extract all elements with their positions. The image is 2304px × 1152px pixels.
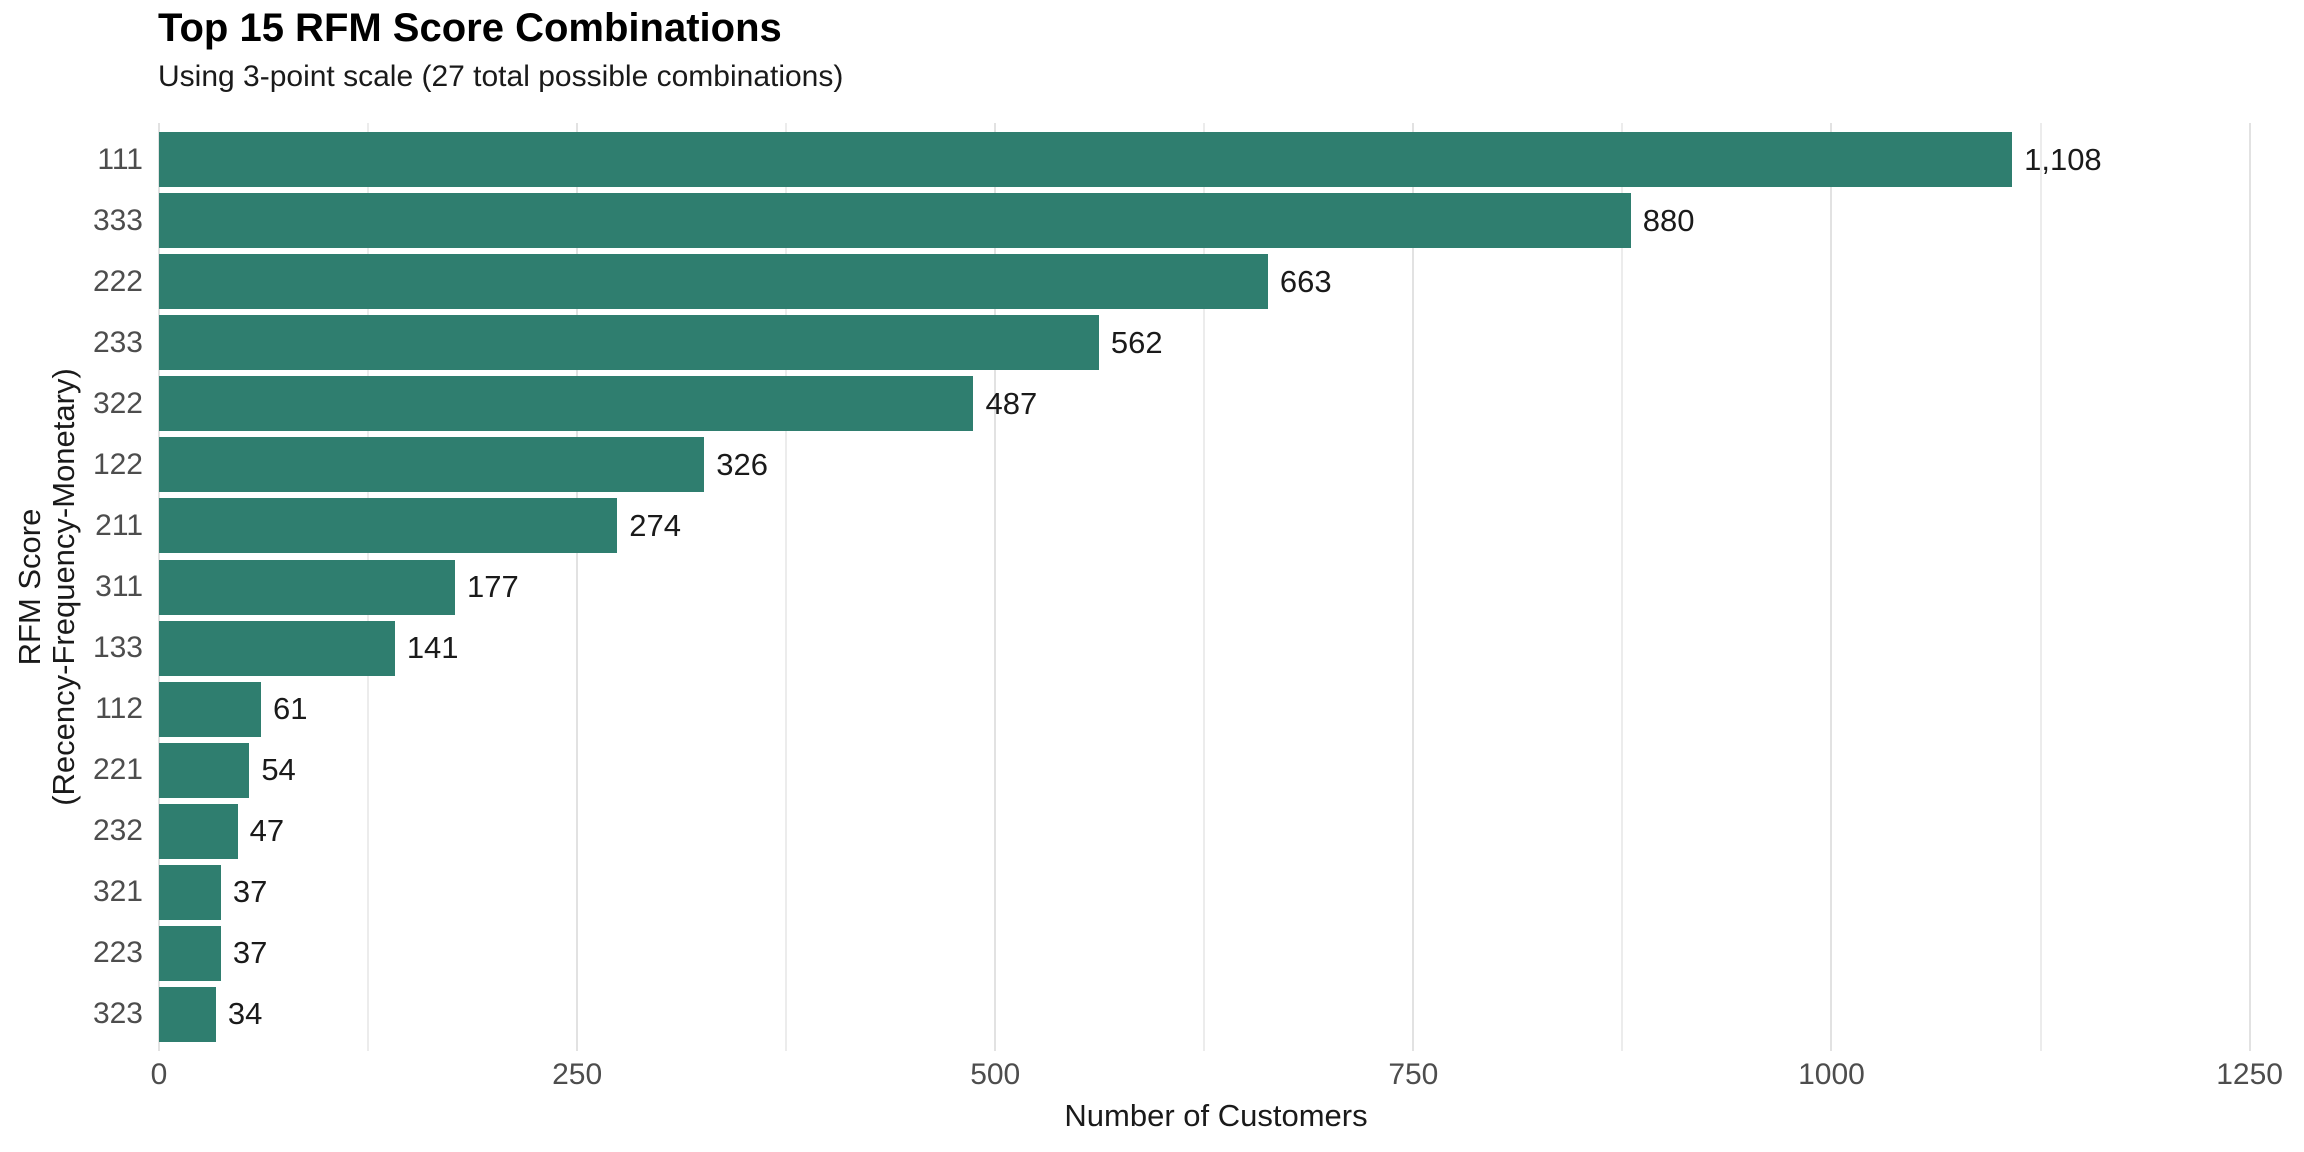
gridline-minor — [1621, 123, 1624, 1051]
bar-value-label: 47 — [249, 813, 285, 849]
bar-323 — [159, 986, 216, 1042]
bar-233 — [159, 315, 1099, 371]
bar-232 — [159, 803, 238, 859]
gridline-minor — [1203, 123, 1206, 1051]
bar-value-label: 326 — [716, 446, 768, 482]
gridline-major — [1830, 123, 1833, 1051]
x-tick-label-0: 0 — [150, 1058, 168, 1091]
y-category-label-122: 122 — [92, 447, 143, 481]
bar-221 — [159, 742, 250, 798]
y-category-label-333: 333 — [92, 203, 143, 237]
gridline-major — [1412, 123, 1415, 1051]
bar-122 — [159, 437, 705, 493]
x-tick-label-1250: 1250 — [2216, 1058, 2283, 1091]
bar-223 — [159, 925, 221, 981]
y-category-label-112: 112 — [95, 692, 143, 726]
x-axis-title: Number of Customers — [1064, 1098, 1368, 1133]
x-tick-label-250: 250 — [552, 1058, 603, 1091]
x-tick-label-1000: 1000 — [1798, 1058, 1865, 1091]
bar-value-label: 1,108 — [2024, 141, 2102, 177]
bar-322 — [159, 376, 974, 432]
y-category-label-133: 133 — [92, 631, 143, 665]
bar-111 — [159, 132, 2013, 188]
bar-value-label: 37 — [232, 935, 268, 971]
bar-333 — [159, 193, 1631, 249]
y-category-label-311: 311 — [95, 570, 143, 603]
bar-value-label: 61 — [273, 691, 308, 727]
y-category-label-221: 221 — [92, 753, 143, 787]
gridline-major — [576, 123, 579, 1051]
y-category-label-322: 322 — [92, 386, 143, 420]
bar-211 — [159, 498, 618, 554]
bar-133 — [159, 620, 395, 676]
y-axis-title-line2: (Recency-Frequency-Monetary) — [46, 368, 81, 806]
plot-panel: 1,108 880 663 562 487 326 274 177 141 61 54 47 37 37 3… — [158, 123, 2273, 1051]
bar-value-label: 141 — [406, 630, 459, 666]
bar-321 — [159, 864, 221, 920]
y-category-label-233: 233 — [92, 325, 143, 359]
bar-value-label: 37 — [232, 874, 268, 910]
gridline-major — [994, 123, 997, 1051]
y-category-label-222: 222 — [92, 264, 143, 298]
y-category-label-323: 323 — [92, 997, 143, 1031]
chart-title: Top 15 RFM Score Combinations — [158, 6, 782, 50]
y-category-label-321: 321 — [92, 875, 143, 909]
bar-value-label: 880 — [1642, 202, 1695, 238]
y-category-label-111: 111 — [97, 142, 143, 176]
x-tick-label-750: 750 — [1388, 1058, 1439, 1091]
y-category-label-232: 232 — [92, 814, 143, 848]
chart-subtitle: Using 3-point scale (27 total possible c… — [158, 60, 844, 93]
bar-value-label: 54 — [261, 752, 296, 788]
x-tick-label-500: 500 — [970, 1058, 1021, 1091]
bar-222 — [159, 254, 1268, 310]
bar-value-label: 562 — [1110, 324, 1163, 360]
bar-112 — [159, 681, 262, 737]
gridline-major — [2248, 123, 2251, 1051]
bar-value-label: 274 — [629, 507, 681, 543]
y-category-label-211: 211 — [95, 508, 143, 542]
bar-value-label: 177 — [467, 569, 519, 604]
y-category-label-223: 223 — [92, 936, 143, 970]
gridline-minor — [2039, 123, 2042, 1051]
bar-value-label: 663 — [1279, 263, 1332, 299]
y-axis-title-line1: RFM Score — [12, 508, 47, 666]
gridline-minor — [785, 123, 788, 1051]
y-axis-title: RFM Score (Recency-Frequency-Monetary) — [12, 368, 81, 806]
bar-value-label: 487 — [985, 385, 1038, 421]
bar-value-label: 34 — [227, 996, 263, 1032]
bar-311 — [159, 559, 456, 615]
